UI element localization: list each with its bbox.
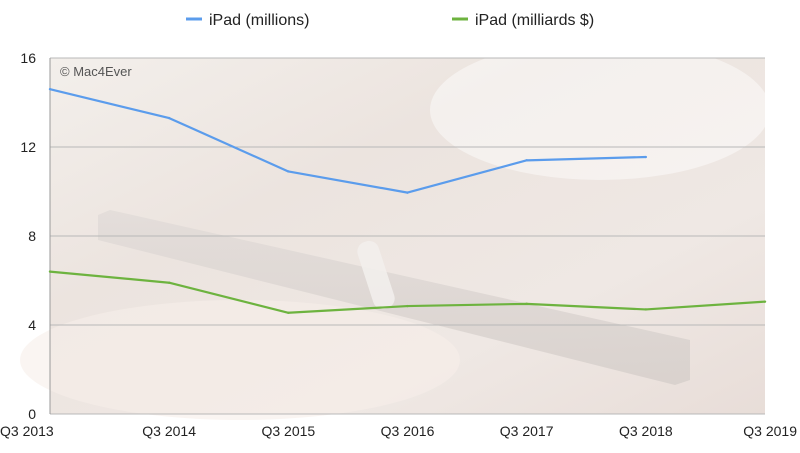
x-tick-label: Q3 2014 <box>142 423 196 439</box>
y-tick-label: 12 <box>20 139 36 155</box>
x-tick-label: Q3 2016 <box>381 423 435 439</box>
axes: 0 4 8 12 16 Q3 2013 Q3 2014 Q3 2015 Q3 2016 Q3 20… <box>0 50 797 439</box>
legend-label-1: iPad (milliards $) <box>475 12 594 29</box>
data-point <box>644 308 648 311</box>
pencil-shape <box>357 240 395 310</box>
series <box>48 87 767 314</box>
x-tick-label: Q3 2018 <box>619 423 673 439</box>
data-point <box>406 191 409 194</box>
data-point <box>525 302 528 306</box>
data-point <box>48 87 52 91</box>
y-tick-label: 16 <box>20 50 36 66</box>
y-tick-label: 0 <box>28 406 36 422</box>
data-point <box>644 155 648 159</box>
data-point <box>167 281 171 284</box>
watermark-text: © Mac4Ever <box>60 64 132 79</box>
data-point <box>167 116 171 120</box>
x-tick-label: Q3 2015 <box>261 423 315 439</box>
series-line-0 <box>49 88 646 194</box>
data-point <box>763 300 767 303</box>
legend: iPad (millions) iPad (milliards $) <box>186 12 594 29</box>
legend-label-0: iPad (millions) <box>209 12 309 29</box>
x-tick-label: Q3 2013 <box>0 423 54 439</box>
x-tick-label: Q3 2019 <box>743 423 797 439</box>
y-tick-label: 8 <box>28 228 36 244</box>
plot-background <box>20 40 770 420</box>
data-point <box>406 304 409 308</box>
y-tick-label: 4 <box>28 317 36 333</box>
gridlines <box>50 57 765 415</box>
x-tick-label: Q3 2017 <box>500 423 554 439</box>
data-point <box>287 311 290 314</box>
data-point <box>525 159 528 162</box>
data-point <box>48 270 52 273</box>
data-point <box>287 170 290 173</box>
